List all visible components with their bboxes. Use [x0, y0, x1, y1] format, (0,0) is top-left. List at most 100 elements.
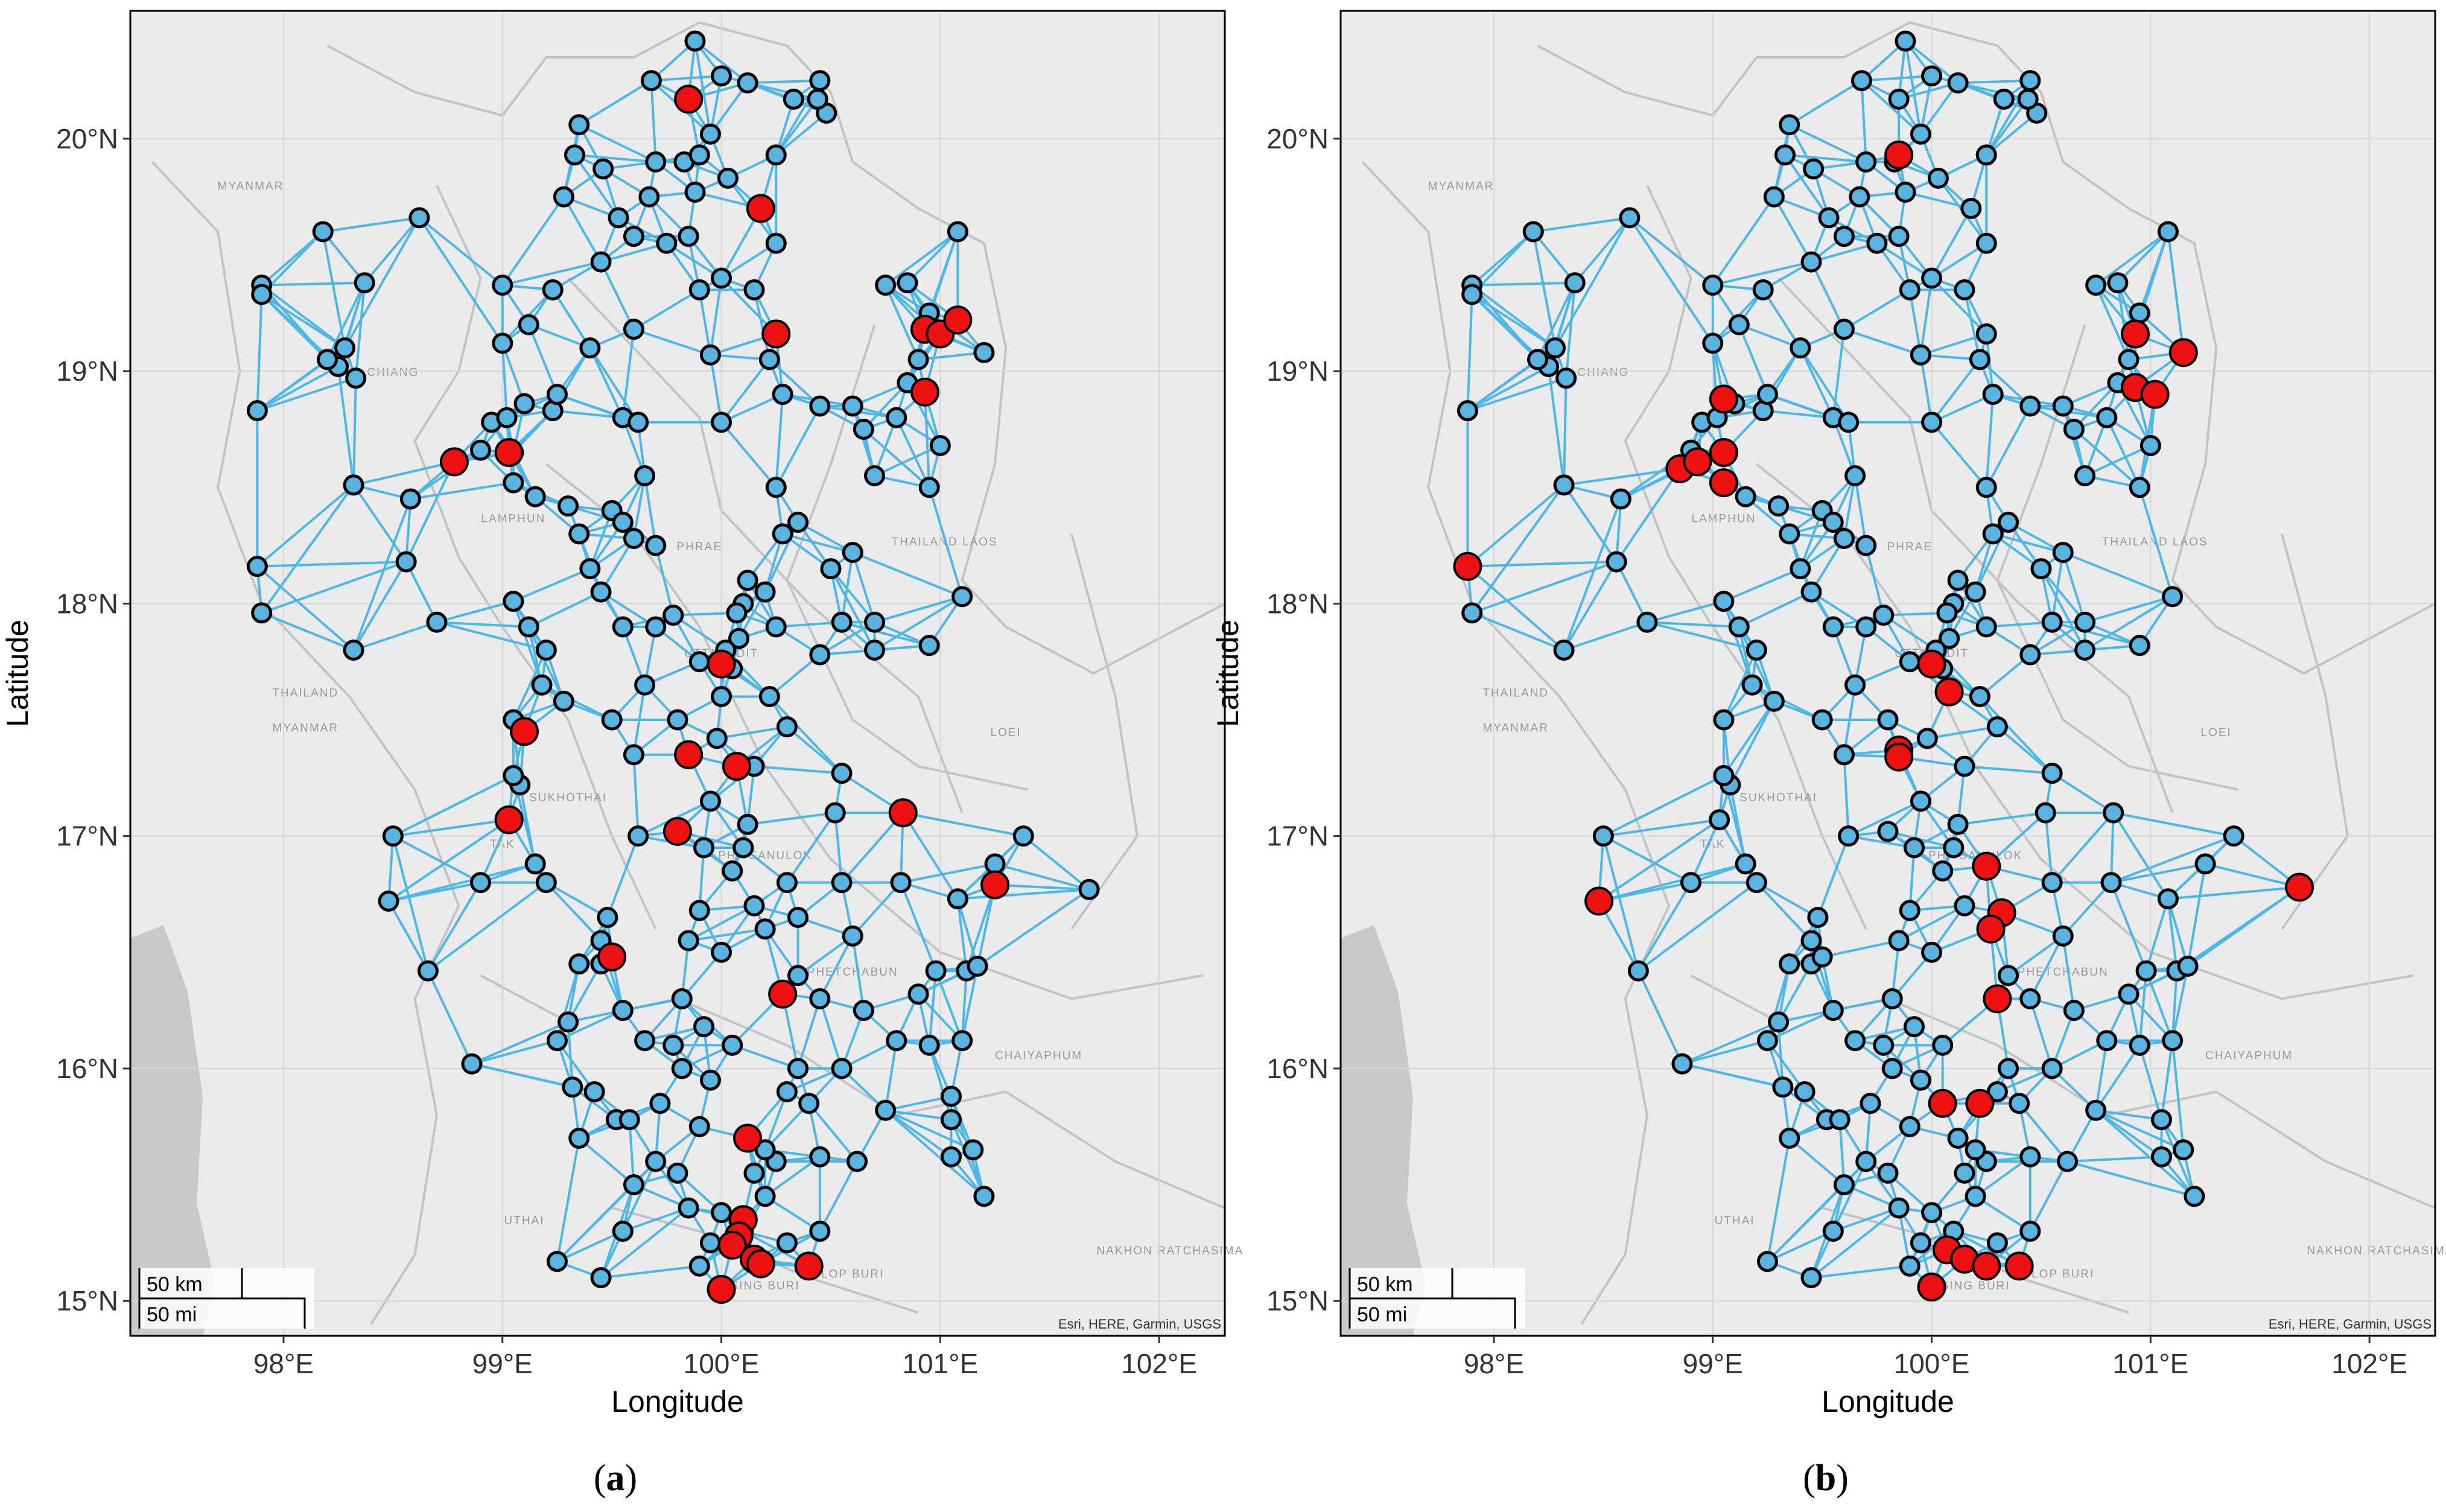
network-node — [1982, 384, 2004, 405]
network-edge — [261, 561, 407, 614]
network-node — [1768, 495, 1790, 517]
network-edge — [2116, 282, 2130, 360]
network-node — [947, 888, 968, 910]
network-node — [354, 272, 375, 294]
network-edge — [553, 409, 623, 419]
highlighted-node — [1934, 677, 1964, 707]
network-node — [678, 226, 699, 247]
network-node — [1927, 167, 1949, 189]
network-node — [312, 221, 334, 243]
network-edge — [1843, 684, 1857, 755]
network-node — [1822, 1000, 1844, 1021]
network-edge — [906, 230, 959, 284]
network-node — [1800, 581, 1822, 603]
network-edge — [1738, 323, 1801, 349]
network-edge — [1817, 835, 1850, 918]
network-node — [941, 1146, 962, 1167]
network-node — [2096, 407, 2118, 428]
network-edge — [1471, 484, 1565, 614]
highlighted-node — [510, 717, 539, 746]
network-node — [2019, 1221, 2041, 1242]
network-node — [1763, 186, 1785, 208]
network-node — [1921, 1202, 1943, 1224]
network-edge — [256, 484, 355, 568]
network-edge — [1563, 484, 1618, 563]
basemap-labels: MYANMARCHIANGLAMPHUNPHRAEUTTARADITTHAILA… — [218, 180, 1242, 1292]
network-node — [667, 1162, 688, 1184]
network-node — [678, 930, 699, 951]
network-edge — [337, 366, 355, 486]
network-edge — [1603, 834, 1692, 884]
x-tick-label: 100°E — [1894, 1348, 1970, 1379]
network-edge — [261, 284, 346, 349]
highlighted-node — [943, 305, 973, 335]
network-node — [634, 674, 656, 696]
network-edge — [1738, 591, 1812, 628]
network-node — [831, 872, 853, 894]
network-edge — [501, 343, 509, 418]
network-node — [590, 251, 612, 273]
network-node — [711, 411, 732, 433]
network-node — [1709, 809, 1730, 831]
network-node — [1610, 488, 1631, 510]
network-edge — [1471, 293, 1556, 349]
network-node — [688, 279, 710, 300]
network-node — [967, 955, 988, 977]
network-node — [579, 337, 601, 359]
network-edge — [2062, 551, 2173, 598]
network-edge — [1563, 561, 1618, 651]
network-node — [1993, 88, 2015, 110]
network-edge — [427, 881, 547, 972]
network-node — [1888, 226, 1910, 247]
network-edge — [1992, 532, 2063, 554]
network-node — [1800, 1267, 1822, 1289]
network-edge — [621, 1161, 657, 1232]
network-edge — [1860, 80, 1867, 162]
network-edge — [600, 1265, 700, 1279]
network-node — [1960, 197, 1982, 219]
network-node — [772, 523, 793, 545]
network-edge — [1931, 393, 1993, 424]
network-node — [886, 1030, 907, 1052]
network-node — [684, 30, 706, 52]
network-node — [754, 918, 776, 940]
network-node — [2177, 955, 2199, 977]
network-edge — [1712, 196, 1775, 286]
network-node — [1768, 1011, 1790, 1033]
network-edge — [775, 98, 819, 156]
network-node — [846, 1151, 868, 1172]
network-edge — [1563, 378, 1568, 485]
network-edge — [388, 862, 536, 903]
map-background — [1341, 11, 2435, 1336]
network-node — [1800, 251, 1822, 273]
network-node — [693, 837, 715, 859]
network-node — [688, 1116, 710, 1137]
network-edge — [1927, 725, 1998, 740]
basemap-label: SUKHOTHAI — [529, 792, 607, 804]
highlighted-node — [910, 377, 939, 407]
panel-caption: (b) — [1803, 1458, 1849, 1499]
network-node — [842, 395, 863, 417]
x-axis-title: Longitude — [611, 1385, 744, 1418]
network-edge — [427, 881, 482, 972]
network-node — [1522, 221, 1544, 243]
network-edge — [1784, 154, 1830, 219]
network-node — [492, 332, 513, 354]
map-panel-b: MYANMARCHIANGLAMPHUNPHRAEUTTARADITTHAILA… — [1211, 10, 2446, 1499]
basemap-label: LOP BURI — [2031, 1268, 2094, 1281]
basemap-label: PHRAE — [677, 541, 722, 553]
network-node — [1772, 1076, 1794, 1098]
network-edge — [1986, 621, 2053, 628]
network-edge — [1847, 800, 1922, 837]
network-node — [1910, 344, 1931, 366]
network-edge — [885, 1109, 985, 1198]
y-tick-label: 18°N — [1266, 588, 1329, 619]
network-node — [947, 221, 968, 243]
network-node — [343, 639, 364, 661]
network-node — [503, 472, 524, 494]
highlighted-node — [597, 942, 627, 972]
network-node — [737, 72, 758, 94]
network-node — [1888, 88, 1910, 110]
network-node — [461, 1053, 483, 1075]
